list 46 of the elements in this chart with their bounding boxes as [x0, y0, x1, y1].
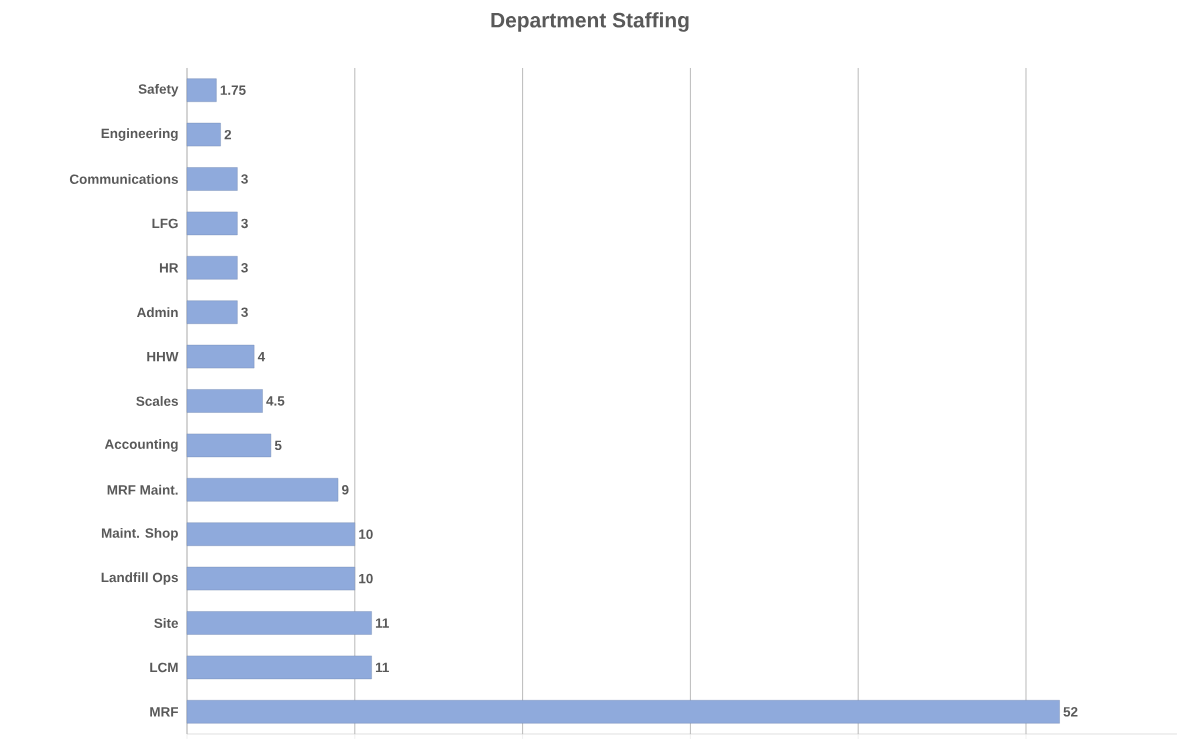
chart-title: Department Staffing	[491, 12, 689, 32]
data-label: 4.5	[266, 396, 285, 406]
data-label: 5	[274, 440, 282, 451]
data-label: 3	[241, 263, 248, 273]
bar	[186, 389, 263, 413]
bar	[186, 700, 1060, 724]
data-label: 3	[241, 174, 248, 184]
bar	[186, 211, 238, 236]
bar	[186, 300, 238, 324]
y-tick-label: Admin	[136, 307, 178, 318]
y-tick-label: MRF Maint.	[107, 484, 178, 495]
bar	[186, 167, 238, 191]
y-tick-label: Maint. Shop	[101, 528, 178, 541]
y-tick-label: Communications	[69, 174, 178, 185]
data-label: 11	[375, 618, 389, 628]
y-tick-label: Safety	[138, 84, 179, 97]
data-label: 10	[359, 529, 373, 540]
data-label: 2	[224, 129, 232, 140]
data-label: 9	[342, 485, 349, 495]
y-tick-label: Site	[154, 618, 179, 629]
y-tick-label: Scales	[136, 396, 178, 407]
data-label: 3	[241, 307, 248, 318]
data-label: 4	[257, 352, 266, 362]
bar	[186, 611, 372, 635]
bar	[186, 433, 272, 458]
bar	[186, 344, 255, 369]
y-tick-label: Landfill Ops	[101, 572, 178, 585]
y-tick-label: LCM	[150, 662, 178, 673]
y-tick-label: Accounting	[104, 439, 178, 452]
y-tick-label: Engineering	[101, 128, 178, 141]
bar	[186, 78, 217, 102]
data-label: 1.75	[220, 85, 246, 95]
data-label: 3	[241, 218, 248, 229]
bar	[186, 522, 355, 546]
y-tick-label: HHW	[147, 352, 179, 362]
bar	[186, 566, 355, 591]
y-tick-label: LFG	[152, 218, 178, 229]
bar	[186, 256, 238, 280]
y-tick-label: MRF	[150, 707, 178, 717]
bar	[186, 655, 372, 680]
data-label: 11	[375, 662, 389, 673]
data-label: 52	[1063, 707, 1078, 717]
y-tick-label: HR	[159, 263, 179, 273]
bar	[186, 122, 221, 147]
bar	[186, 478, 339, 502]
data-label: 10	[359, 573, 373, 584]
